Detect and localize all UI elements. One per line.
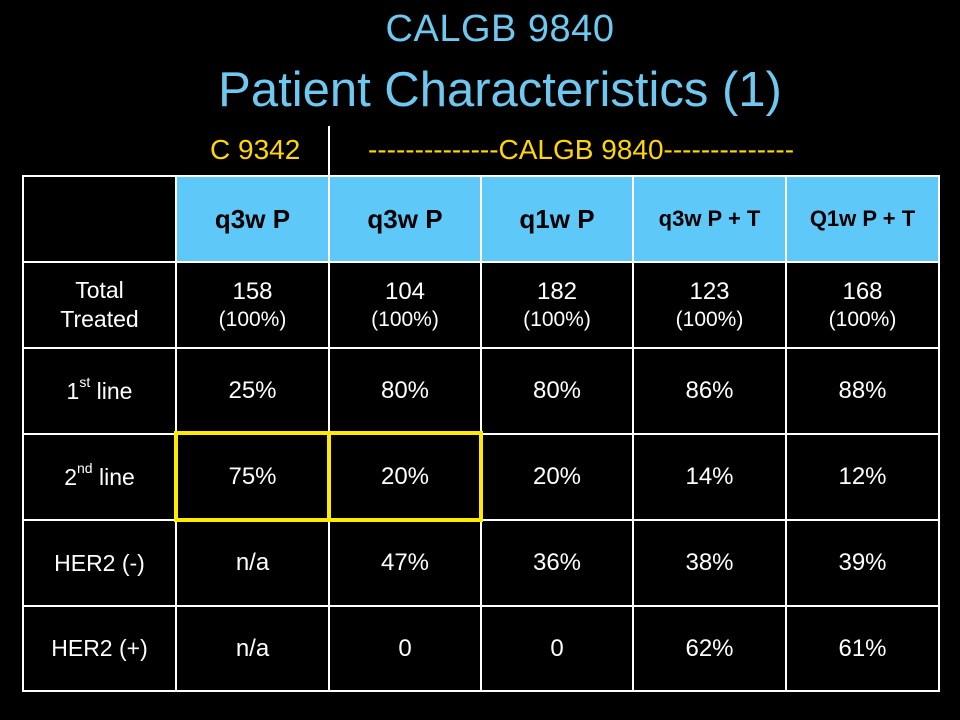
cell-percent: (100%) [218, 307, 287, 331]
table-cell: 14% [632, 433, 787, 521]
cell-count: 158 [232, 277, 273, 305]
table-cell: 25% [175, 347, 330, 435]
table-row-total-treated: Total Treated 158 (100%) 104 (100%) 182 (10… [22, 261, 940, 349]
table-cell: 80% [328, 347, 482, 435]
table-cell: 38% [632, 519, 787, 607]
table-cell: 0 [328, 605, 482, 692]
table-cell: 158 (100%) [175, 261, 330, 349]
slide-subtitle: Patient Characteristics (1) [218, 63, 782, 117]
highlight-box-c9342-2nd-line [174, 431, 331, 522]
cell-count: 182 [536, 277, 578, 305]
cell-percent: (100%) [371, 307, 439, 331]
table-row-her2-positive: HER2 (+) n/a 0 0 62% 61% [22, 605, 940, 692]
table-cell: 168 (100%) [785, 261, 940, 349]
table-cell: 88% [785, 347, 940, 435]
table-cell: 47% [328, 519, 482, 607]
cell-percent: (100%) [523, 307, 591, 331]
column-header: q3w P [175, 175, 330, 263]
table-cell: 61% [785, 605, 940, 692]
row-label-ordinal: nd [77, 459, 93, 476]
slide-title: CALGB 9840 [385, 8, 615, 50]
column-header: q3w P + T [632, 175, 787, 263]
table-cell: 75% [175, 433, 330, 521]
row-label: Total Treated [22, 261, 177, 349]
table-cell: 123 (100%) [632, 261, 787, 349]
cell-count: 168 [842, 277, 883, 305]
row-label-number: 1 [66, 377, 80, 404]
cell-count: 123 [689, 277, 730, 305]
table-cell: 20% [480, 433, 634, 521]
group-divider [328, 126, 330, 178]
table-cell: 12% [785, 433, 940, 521]
cell-percent: (100%) [828, 307, 897, 331]
row-label-ordinal: st [79, 373, 91, 390]
table-cell: n/a [175, 605, 330, 692]
table-row-her2-negative: HER2 (-) n/a 47% 36% 38% 39% [22, 519, 940, 607]
column-header: q3w P [328, 175, 482, 263]
row-label: 2nd line [22, 433, 177, 521]
table-row-1st-line: 1st line 25% 80% 80% 86% 88% [22, 347, 940, 435]
table-cell: 62% [632, 605, 787, 692]
table-cell: 182 (100%) [480, 261, 634, 349]
row-label-text: line [92, 463, 135, 490]
row-label-line2: Treated [60, 306, 139, 332]
row-label-text: line [90, 377, 133, 404]
row-label: HER2 (+) [22, 605, 177, 692]
patient-characteristics-table: q3w P q3w P q1w P q3w P + T Q1w P + T To… [22, 175, 940, 692]
table-cell: 39% [785, 519, 940, 607]
table-cell: 104 (100%) [328, 261, 482, 349]
cell-percent: (100%) [675, 307, 744, 331]
table-cell: 0 [480, 605, 634, 692]
table-cell: 80% [480, 347, 634, 435]
row-label: 1st line [22, 347, 177, 435]
header-corner-cell [22, 175, 177, 263]
row-label-number: 2 [64, 463, 77, 490]
table-cell: 86% [632, 347, 787, 435]
group-label-c9342: C 9342 [210, 134, 301, 165]
table-cell: 36% [480, 519, 634, 607]
table-cell: n/a [175, 519, 330, 607]
table-header-row: q3w P q3w P q1w P q3w P + T Q1w P + T [22, 175, 940, 263]
cell-count: 104 [384, 277, 426, 305]
column-header: Q1w P + T [785, 175, 940, 263]
table-row-2nd-line: 2nd line 75% 20% 20% 14% 12% [22, 433, 940, 521]
row-label-line1: Total [75, 277, 124, 304]
highlight-box-calgb9840-2nd-line [327, 431, 483, 522]
table-cell: 20% [328, 433, 482, 521]
row-label: HER2 (-) [22, 519, 177, 607]
column-header: q1w P [480, 175, 634, 263]
group-label-calgb9840: --------------CALGB 9840-------------- [368, 134, 795, 165]
